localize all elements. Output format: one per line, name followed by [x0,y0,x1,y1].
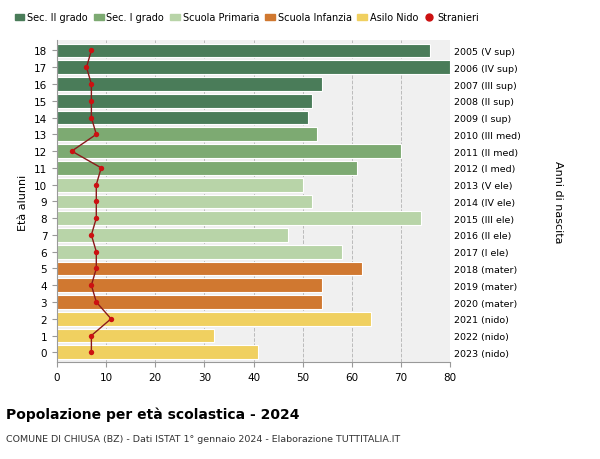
Point [86,98,96,105]
Point [92,248,101,256]
Bar [57,162,356,175]
Point [86,349,96,356]
Point [86,115,96,122]
Text: COMUNE DI CHIUSA (BZ) - Dati ISTAT 1° gennaio 2024 - Elaborazione TUTTITALIA.IT: COMUNE DI CHIUSA (BZ) - Dati ISTAT 1° ge… [6,434,400,443]
Point [86,81,96,89]
Bar [57,262,362,276]
Bar [57,128,317,142]
Bar [57,78,322,92]
Bar [57,179,302,192]
Bar [57,61,450,75]
Bar [57,329,214,343]
Bar [57,112,308,125]
Point [97,165,106,172]
Bar [57,346,259,359]
Bar [57,195,313,209]
Point [92,215,101,222]
Text: Popolazione per età scolastica - 2024: Popolazione per età scolastica - 2024 [6,406,299,421]
Point [86,48,96,55]
Bar [57,95,313,108]
Legend: Sec. II grado, Sec. I grado, Scuola Primaria, Scuola Infanzia, Asilo Nido, Stran: Sec. II grado, Sec. I grado, Scuola Prim… [11,10,482,27]
Bar [57,212,421,225]
Bar [57,245,342,259]
Point [106,315,116,323]
Point [86,282,96,289]
Y-axis label: Età alunni: Età alunni [19,174,28,230]
Y-axis label: Anni di nascita: Anni di nascita [553,161,563,243]
Bar [57,296,322,309]
Point [92,299,101,306]
Bar [57,312,371,326]
Point [86,332,96,340]
Point [92,198,101,206]
Point [86,232,96,239]
Bar [57,279,322,292]
Point [92,182,101,189]
Point [92,265,101,273]
Bar [57,229,288,242]
Point [82,64,91,72]
Point [67,148,77,156]
Bar [57,45,430,58]
Point [92,131,101,139]
Bar [57,145,401,159]
